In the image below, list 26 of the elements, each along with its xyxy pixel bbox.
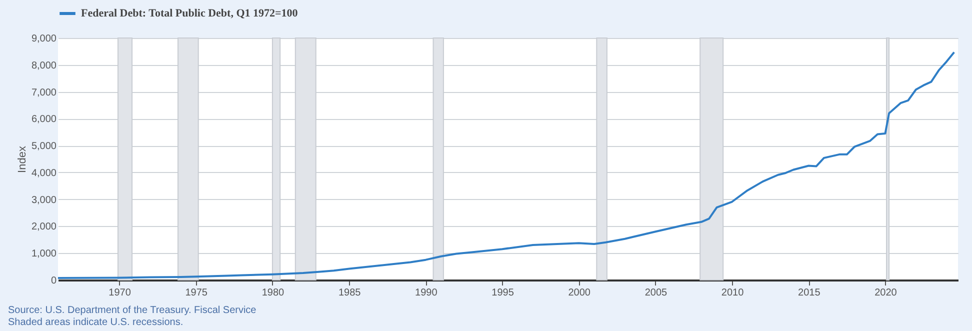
y-tick-label: 6,000 [31, 114, 57, 126]
y-tick-label: 8,000 [31, 60, 57, 72]
x-tick-label: 1980 [262, 288, 285, 298]
x-tick-label: 1985 [338, 288, 362, 298]
x-tick-label: 1990 [415, 288, 438, 298]
y-tick-label: 2,000 [31, 222, 57, 233]
text: Shaded areas indicate U.S. recessions. [8, 317, 184, 328]
y-tick-label: 1,000 [31, 248, 57, 260]
x-tick-label: 1970 [108, 288, 132, 298]
line-series [57, 51, 956, 279]
x-tick-label: 1975 [185, 288, 208, 298]
x-tick-label: 2000 [568, 288, 591, 298]
y-tick-label: 7,000 [31, 87, 57, 98]
source-note: Source: U.S. Department of the Treasury. Fiscal Service [8, 305, 257, 316]
y-tick-label: 4,000 [31, 168, 57, 179]
x-tick-label: 2010 [721, 288, 744, 298]
x-tick-label: 2005 [644, 288, 668, 298]
x-tick-label: 1995 [492, 288, 514, 298]
legend-label: Federal Debt: Total Public Debt, Q1 1972=100 [81, 8, 298, 20]
y-tick-label: 9,000 [31, 34, 57, 44]
y-tick-label: 0 [50, 276, 57, 286]
x-tick-label: 2015 [798, 288, 821, 298]
x-tick-label: 2020 [874, 288, 898, 298]
y-tick-label: 3,000 [31, 194, 57, 206]
y-axis-title: Index [16, 146, 28, 173]
y-tick-label: 5,000 [31, 141, 57, 152]
